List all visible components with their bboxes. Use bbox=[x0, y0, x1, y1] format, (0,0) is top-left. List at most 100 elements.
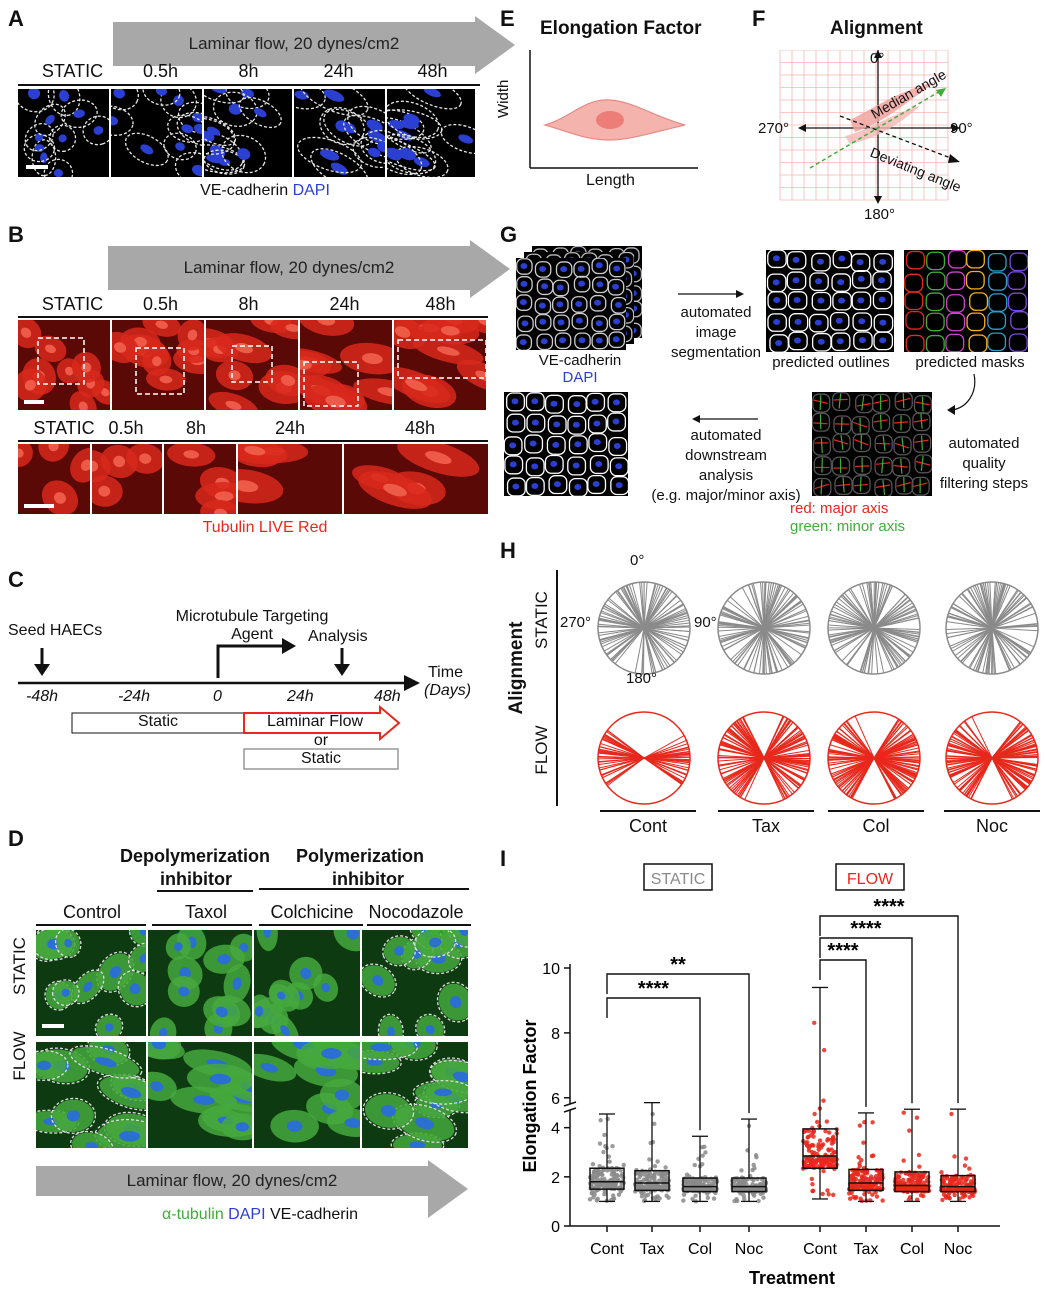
data-point bbox=[939, 1170, 944, 1175]
predicted-masks-image bbox=[904, 250, 1028, 352]
panel-label-f: F bbox=[752, 6, 766, 31]
panel-label-h: H bbox=[500, 538, 516, 563]
data-point bbox=[647, 1157, 652, 1162]
data-point bbox=[598, 1182, 603, 1187]
panel-label-g: G bbox=[500, 222, 518, 247]
data-point bbox=[941, 1175, 946, 1180]
data-point bbox=[850, 1176, 856, 1182]
data-point bbox=[880, 1198, 885, 1203]
svg-text:STATIC: STATIC bbox=[651, 871, 706, 888]
data-point bbox=[684, 1172, 690, 1177]
data-point bbox=[664, 1175, 669, 1180]
length-label: Length bbox=[586, 172, 635, 189]
data-point bbox=[809, 1176, 815, 1182]
data-point bbox=[712, 1187, 718, 1192]
rose-plot-grid bbox=[597, 581, 1039, 805]
data-point bbox=[906, 1177, 911, 1183]
angle-label: 270° bbox=[758, 120, 790, 137]
micrograph-tubulin-zoom bbox=[92, 444, 162, 514]
svg-text:****: **** bbox=[850, 918, 881, 940]
rose-plot bbox=[827, 581, 921, 675]
data-point bbox=[805, 1135, 810, 1140]
timepoint-label: STATIC bbox=[33, 418, 95, 438]
rose-plot bbox=[717, 581, 811, 675]
significance-bracket: **** bbox=[819, 940, 867, 1107]
micrograph-vecadherin bbox=[18, 89, 109, 177]
alignment-title: Alignment bbox=[830, 18, 923, 39]
tick-label: 0 bbox=[213, 688, 222, 705]
caption-b: Tubulin LIVE Red bbox=[202, 519, 328, 536]
divider bbox=[36, 924, 146, 926]
data-point bbox=[858, 1183, 864, 1188]
data-point bbox=[606, 1154, 612, 1159]
data-point bbox=[856, 1155, 861, 1160]
data-point bbox=[601, 1149, 606, 1155]
elongation-title: Elongation Factor bbox=[540, 18, 702, 39]
column-label: Colchicine bbox=[270, 902, 354, 922]
data-point bbox=[600, 1172, 605, 1178]
x-tick-label: Cont bbox=[803, 1241, 837, 1258]
timepoint-label: 48h bbox=[404, 418, 436, 438]
data-point bbox=[651, 1173, 657, 1178]
data-point bbox=[597, 1163, 602, 1169]
data-point bbox=[916, 1172, 921, 1178]
data-point bbox=[871, 1153, 876, 1158]
data-point bbox=[808, 1143, 813, 1149]
data-point bbox=[593, 1188, 598, 1194]
timepoint-label: 0.5h bbox=[142, 61, 179, 81]
y-tick-label: 8 bbox=[551, 1026, 560, 1043]
data-point bbox=[824, 1119, 830, 1124]
data-point bbox=[877, 1172, 882, 1177]
data-point bbox=[859, 1157, 864, 1163]
static-box-2-label: Static bbox=[300, 750, 341, 767]
analysis-output bbox=[504, 392, 628, 496]
timepoint-label: 0.5h bbox=[108, 418, 144, 438]
divider bbox=[367, 924, 471, 926]
data-point bbox=[817, 1138, 823, 1143]
data-point bbox=[807, 1163, 812, 1168]
micrograph-tubulin-grid bbox=[254, 1042, 360, 1148]
data-point bbox=[901, 1110, 906, 1115]
data-point bbox=[820, 1142, 826, 1147]
box-plot bbox=[632, 1101, 672, 1204]
data-point bbox=[907, 1128, 912, 1133]
data-point bbox=[811, 1159, 817, 1164]
analysis-arrowhead bbox=[334, 664, 350, 676]
group-label-box: STATIC bbox=[643, 863, 713, 891]
axis-overlay-image bbox=[812, 392, 932, 496]
caption-tubulin: α-tubulin bbox=[161, 1206, 224, 1223]
data-point bbox=[643, 1193, 649, 1199]
caption-a: VE-cadherin DAPI bbox=[150, 182, 380, 200]
data-point bbox=[619, 1173, 624, 1179]
scale-bar bbox=[24, 504, 54, 508]
data-point bbox=[870, 1192, 875, 1197]
y-tick-label: 6 bbox=[551, 1091, 560, 1108]
tick-label: -48h bbox=[26, 688, 59, 705]
y-tick-label: 4 bbox=[551, 1121, 560, 1138]
data-point bbox=[750, 1167, 755, 1173]
row-label-static: STATIC bbox=[532, 591, 551, 649]
data-point bbox=[916, 1152, 922, 1158]
micrograph-tubulin-zoom bbox=[164, 444, 236, 514]
micrograph-tubulin-grid bbox=[36, 930, 146, 1036]
days-label: (Days) bbox=[424, 682, 472, 699]
flow-box-label: Laminar Flow bbox=[266, 713, 364, 730]
data-point bbox=[652, 1178, 657, 1183]
data-point bbox=[695, 1181, 700, 1186]
alignment-ylabel: Alignment bbox=[506, 621, 527, 715]
data-point bbox=[831, 1192, 836, 1198]
data-point bbox=[591, 1174, 597, 1179]
data-point bbox=[940, 1197, 945, 1203]
data-point bbox=[921, 1180, 927, 1186]
micrograph-tubulin-zoom bbox=[344, 444, 488, 514]
group-line bbox=[828, 810, 924, 812]
data-point bbox=[831, 1158, 836, 1164]
data-point bbox=[960, 1194, 966, 1200]
data-point bbox=[806, 1128, 812, 1134]
data-point bbox=[602, 1132, 607, 1138]
data-point bbox=[811, 1188, 816, 1194]
data-point bbox=[641, 1190, 646, 1196]
micrograph-tubulin bbox=[394, 320, 486, 410]
panel-label-e: E bbox=[500, 6, 515, 31]
